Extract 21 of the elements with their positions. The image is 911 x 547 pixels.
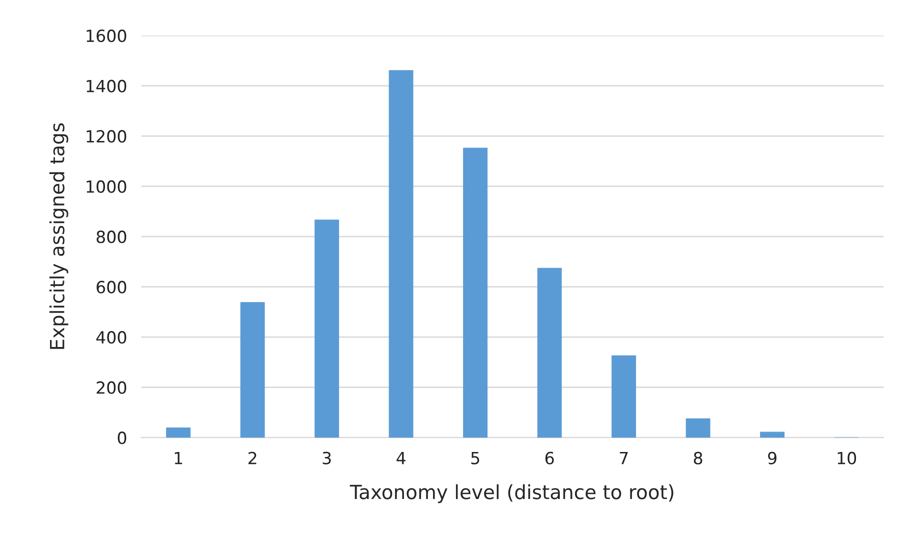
y-axis-title: Explicitly assigned tags xyxy=(49,123,68,349)
x-axis-title: Taxonomy level (distance to root) xyxy=(350,484,674,504)
x-tick-label: 9 xyxy=(768,452,776,464)
y-tick-label: 0 xyxy=(118,432,126,444)
y-tick-label: 1200 xyxy=(86,130,126,143)
y-tick-label: 1000 xyxy=(86,180,126,193)
x-tick-label: 4 xyxy=(396,452,406,464)
y-tick-label: 600 xyxy=(96,280,126,294)
x-tick-label: 3 xyxy=(322,452,331,464)
y-tick-label: 1400 xyxy=(86,80,126,92)
x-tick-label: 1 xyxy=(174,452,182,464)
x-tick-label: 10 xyxy=(838,452,856,464)
y-tick-label: 1600 xyxy=(86,30,126,42)
x-tick-label: 6 xyxy=(545,452,554,464)
x-tick-label: 2 xyxy=(248,452,256,464)
y-tick-label: 200 xyxy=(96,381,126,394)
x-tick-label: 7 xyxy=(620,452,628,464)
x-tick-label: 5 xyxy=(471,452,480,464)
x-tick-label: 8 xyxy=(694,452,702,464)
y-tick-label: 400 xyxy=(96,331,126,344)
y-tick-label: 800 xyxy=(96,230,126,244)
